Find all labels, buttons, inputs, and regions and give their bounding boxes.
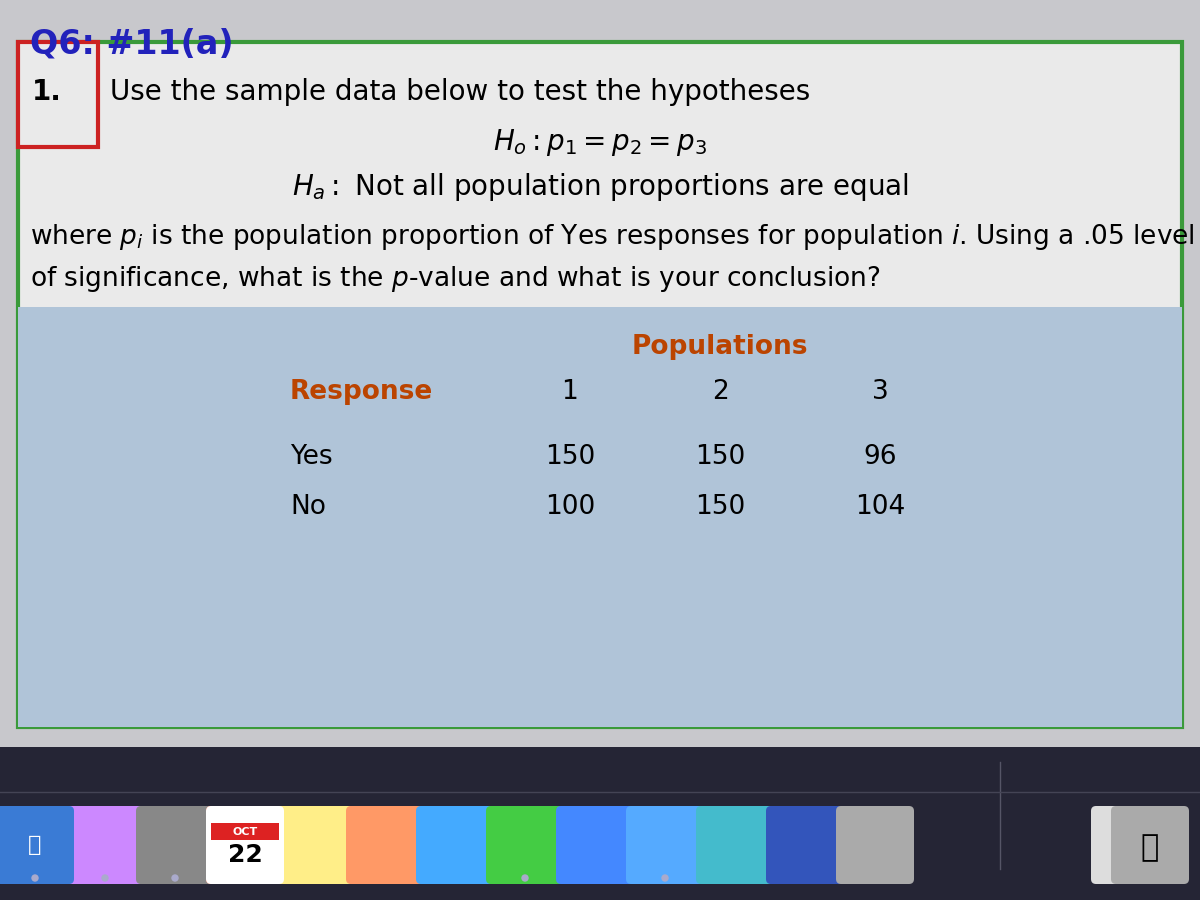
FancyBboxPatch shape (276, 806, 354, 884)
Text: 3: 3 (871, 379, 888, 405)
Text: of significance, what is the $p$-value and what is your conclusion?: of significance, what is the $p$-value a… (30, 264, 881, 294)
Text: 150: 150 (695, 494, 745, 520)
Text: OCT: OCT (233, 827, 258, 837)
FancyBboxPatch shape (486, 806, 564, 884)
Text: $H_a:$ Not all population proportions are equal: $H_a:$ Not all population proportions ar… (292, 171, 908, 203)
FancyBboxPatch shape (626, 806, 704, 884)
Text: 1: 1 (562, 379, 578, 405)
FancyBboxPatch shape (18, 42, 98, 147)
FancyBboxPatch shape (416, 806, 494, 884)
FancyBboxPatch shape (206, 806, 284, 884)
FancyBboxPatch shape (766, 806, 844, 884)
Text: 150: 150 (695, 444, 745, 470)
Circle shape (522, 875, 528, 881)
Circle shape (102, 875, 108, 881)
FancyBboxPatch shape (696, 806, 774, 884)
Text: 22: 22 (228, 843, 263, 867)
Text: 🔍: 🔍 (29, 835, 42, 855)
Text: Use the sample data below to test the hypotheses: Use the sample data below to test the hy… (110, 78, 810, 106)
FancyBboxPatch shape (0, 747, 1200, 900)
Text: Populations: Populations (631, 334, 809, 360)
Text: No: No (290, 494, 326, 520)
FancyBboxPatch shape (346, 806, 424, 884)
Circle shape (32, 875, 38, 881)
FancyBboxPatch shape (211, 823, 278, 840)
FancyBboxPatch shape (1111, 806, 1189, 884)
Circle shape (662, 875, 668, 881)
Text: Yes: Yes (290, 444, 332, 470)
Text: 104: 104 (854, 494, 905, 520)
Text: where $p_i$ is the population proportion of Yes responses for population $i$. Us: where $p_i$ is the population proportion… (30, 222, 1195, 252)
FancyBboxPatch shape (556, 806, 634, 884)
FancyBboxPatch shape (0, 806, 74, 884)
Text: 1.: 1. (32, 78, 62, 106)
Text: Response: Response (290, 379, 433, 405)
Text: 100: 100 (545, 494, 595, 520)
FancyBboxPatch shape (18, 307, 1182, 727)
FancyBboxPatch shape (1091, 806, 1169, 884)
FancyBboxPatch shape (836, 806, 914, 884)
Circle shape (172, 875, 178, 881)
Text: 96: 96 (863, 444, 896, 470)
Text: $H_o: p_1 = p_2 = p_3$: $H_o: p_1 = p_2 = p_3$ (493, 127, 707, 158)
Text: Q6: #11(a): Q6: #11(a) (30, 27, 234, 60)
FancyBboxPatch shape (206, 806, 284, 884)
Text: 150: 150 (545, 444, 595, 470)
FancyBboxPatch shape (0, 806, 74, 884)
Text: 2: 2 (712, 379, 728, 405)
Text: 🗑: 🗑 (1141, 833, 1159, 862)
FancyBboxPatch shape (66, 806, 144, 884)
FancyBboxPatch shape (136, 806, 214, 884)
FancyBboxPatch shape (18, 42, 1182, 727)
